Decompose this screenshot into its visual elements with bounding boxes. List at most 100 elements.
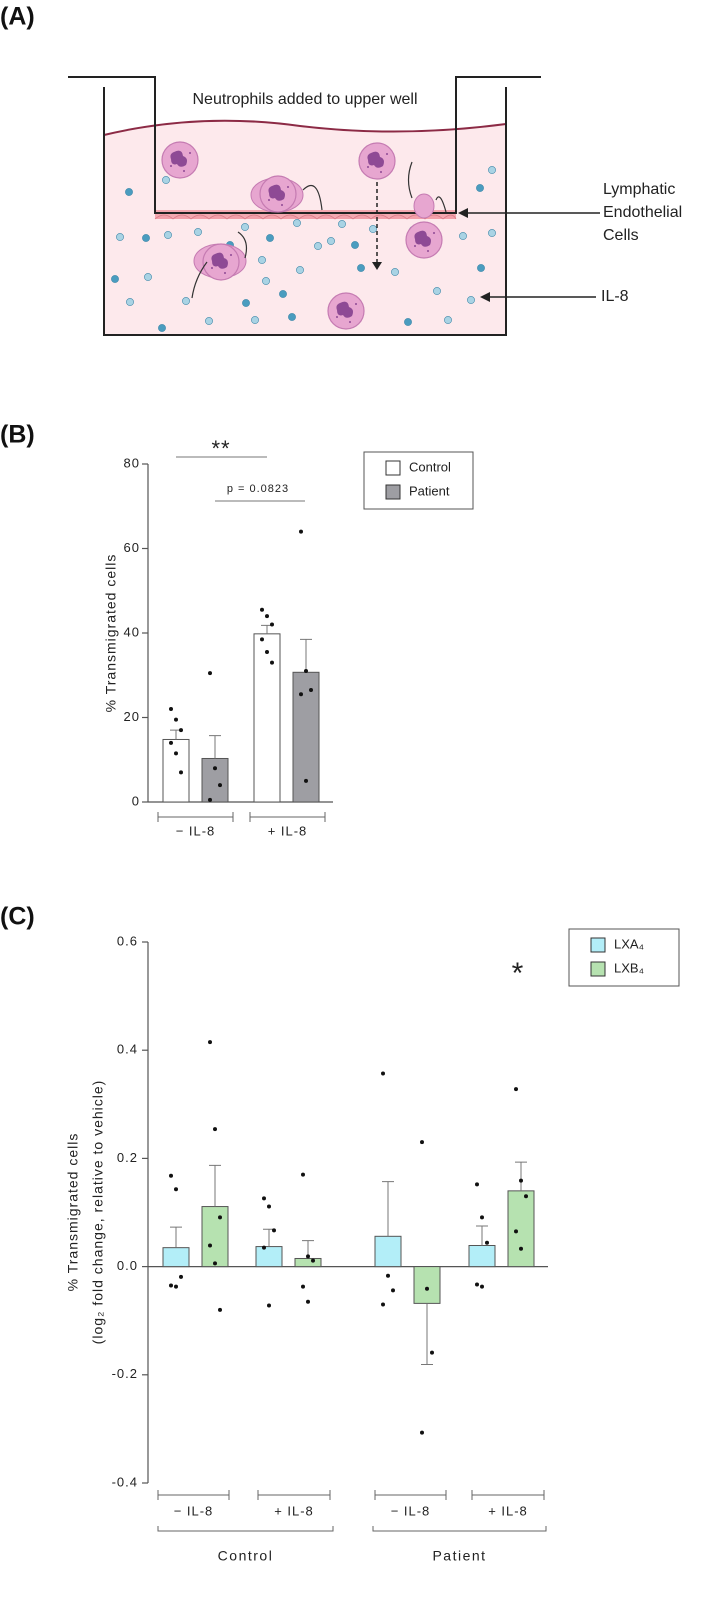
data-point <box>514 1229 518 1234</box>
x-tick-label: + IL-8 <box>488 1503 528 1518</box>
data-point <box>514 1087 518 1092</box>
data-point <box>174 1284 178 1289</box>
bar <box>201 1206 229 1268</box>
data-point <box>169 1283 173 1288</box>
legend-box <box>568 928 680 987</box>
y-tick-label: 0.4 <box>117 1042 138 1057</box>
il8-molecule <box>111 275 119 283</box>
data-point <box>480 1215 484 1220</box>
data-point <box>179 770 183 775</box>
il8-molecule <box>142 234 150 242</box>
il8-molecule <box>125 188 133 196</box>
data-point <box>299 529 303 534</box>
data-point <box>213 766 217 771</box>
bar <box>507 1190 535 1268</box>
bar <box>201 757 229 803</box>
data-point <box>270 622 274 627</box>
bar <box>162 1247 190 1268</box>
y-axis-label: % Transmigrated cells <box>103 554 119 713</box>
il8-molecule <box>164 231 172 239</box>
il8-molecule <box>242 299 250 307</box>
il8-molecule <box>182 297 190 305</box>
group-label: Patient <box>432 1548 486 1564</box>
data-point <box>306 1254 310 1259</box>
data-point <box>480 1284 484 1289</box>
il8-molecule <box>205 317 213 325</box>
data-point <box>179 1274 183 1279</box>
category-bracket <box>257 1490 331 1496</box>
il8-molecule <box>266 234 274 242</box>
category-bracket <box>471 1490 545 1496</box>
il8-molecule <box>194 228 202 236</box>
il8-molecule <box>369 225 377 233</box>
data-point <box>169 740 173 745</box>
il8-molecule <box>288 313 296 321</box>
group-bracket <box>372 1526 547 1532</box>
il8-molecule <box>391 268 399 276</box>
y-tick-label: -0.4 <box>112 1474 138 1489</box>
il8-molecule <box>459 232 467 240</box>
error-bar <box>261 624 273 634</box>
y-axis-label: % Transmigrated cells <box>65 1133 81 1292</box>
data-point <box>425 1286 429 1291</box>
legend-swatch <box>385 460 401 476</box>
il8-molecule <box>258 256 266 264</box>
bar <box>162 738 190 803</box>
x-tick-label: − IL-8 <box>174 1503 214 1518</box>
y-tick-label: 0.0 <box>117 1258 138 1273</box>
data-point <box>304 669 308 674</box>
il8-molecule <box>488 166 496 174</box>
il8-molecule <box>116 233 124 241</box>
bar <box>294 1257 322 1268</box>
annotation: * <box>512 957 525 990</box>
il8-molecule <box>338 220 346 228</box>
data-point <box>381 1071 385 1076</box>
diagram-label: Lymphatic <box>603 181 675 198</box>
il8-molecule <box>262 277 270 285</box>
data-point <box>208 1040 212 1045</box>
data-point <box>301 1284 305 1289</box>
error-bar <box>515 1161 527 1191</box>
data-point <box>218 1307 222 1312</box>
y-tick-label: 60 <box>124 540 140 555</box>
data-point <box>304 778 308 783</box>
data-point <box>213 1127 217 1132</box>
data-point <box>267 1303 271 1308</box>
data-point <box>265 614 269 619</box>
data-point <box>301 1172 305 1177</box>
legend-swatch <box>590 937 606 953</box>
il8-molecule <box>162 176 170 184</box>
data-point <box>260 637 264 642</box>
transwell-diagram <box>68 76 600 336</box>
bar <box>413 1266 441 1304</box>
panel-label: (B) <box>0 421 35 449</box>
error-bar <box>170 1226 182 1248</box>
category-bracket <box>374 1490 447 1496</box>
data-point <box>306 1299 310 1304</box>
il8-molecule <box>477 264 485 272</box>
il8-molecule <box>279 290 287 298</box>
data-point <box>169 1173 173 1178</box>
legend-label: Patient <box>409 483 450 498</box>
il8-molecule <box>158 324 166 332</box>
data-point <box>179 728 183 733</box>
data-point <box>267 1204 271 1209</box>
category-bracket <box>157 1490 230 1496</box>
y-tick-label: 0.6 <box>117 933 138 948</box>
error-bar <box>209 1164 221 1207</box>
data-point <box>262 1196 266 1201</box>
category-bracket <box>157 812 234 818</box>
bar <box>468 1245 496 1268</box>
bar <box>374 1235 402 1268</box>
data-point <box>391 1288 395 1293</box>
legend-label: LXB₄ <box>614 960 644 975</box>
il8-molecule <box>251 316 259 324</box>
bar <box>253 633 281 803</box>
data-point <box>475 1182 479 1187</box>
data-point <box>420 1430 424 1435</box>
data-point <box>174 717 178 722</box>
diagram-label: IL-8 <box>601 288 629 305</box>
il8-molecule <box>351 241 359 249</box>
legend-swatch <box>590 961 606 977</box>
